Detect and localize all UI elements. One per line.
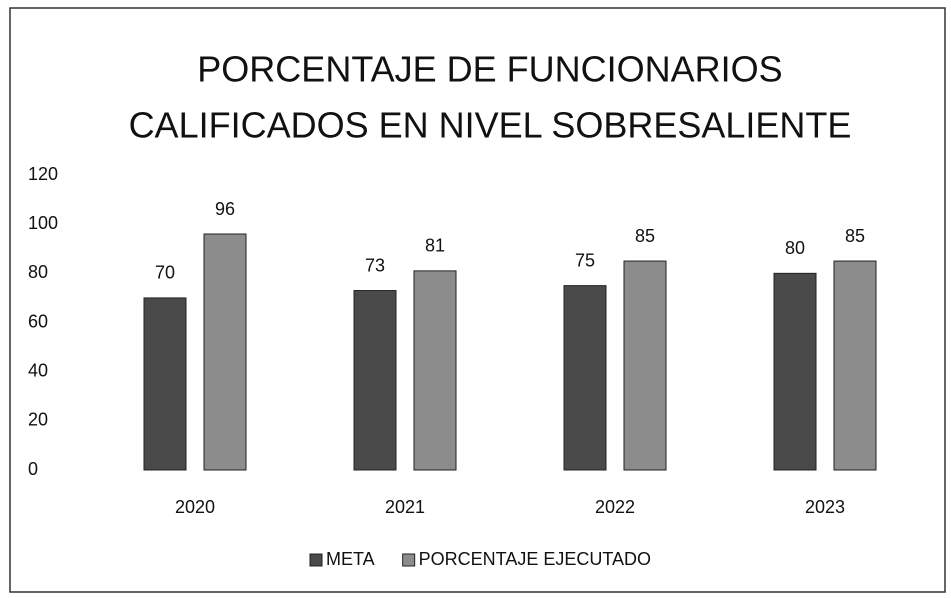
bar [413, 270, 457, 471]
x-tick-label: 2022 [595, 497, 635, 517]
chart-title: PORCENTAJE DE FUNCIONARIOS [197, 49, 782, 90]
value-label: 85 [635, 226, 655, 246]
y-tick-label: 100 [28, 213, 58, 233]
value-label: 73 [365, 255, 385, 275]
x-tick-label: 2021 [385, 497, 425, 517]
bar [833, 260, 877, 471]
y-tick-label: 20 [28, 410, 48, 430]
bar [203, 233, 247, 471]
value-label: 96 [215, 199, 235, 219]
legend-label: META [326, 549, 375, 569]
bar [623, 260, 667, 471]
y-tick-label: 60 [28, 311, 48, 331]
value-label: 70 [155, 263, 175, 283]
legend-swatch [309, 553, 323, 567]
y-tick-label: 40 [28, 360, 48, 380]
x-tick-label: 2023 [805, 497, 845, 517]
bar [563, 285, 607, 471]
y-tick-label: 80 [28, 262, 48, 282]
value-label: 75 [575, 250, 595, 270]
bar [353, 290, 397, 471]
x-tick-label: 2020 [175, 497, 215, 517]
legend-swatch [402, 553, 416, 567]
value-label: 81 [425, 236, 445, 256]
value-label: 85 [845, 226, 865, 246]
chart-title: CALIFICADOS EN NIVEL SOBRESALIENTE [129, 105, 852, 146]
bar [773, 272, 817, 471]
legend-label: PORCENTAJE EJECUTADO [419, 549, 651, 569]
value-label: 80 [785, 238, 805, 258]
y-tick-label: 0 [28, 459, 38, 479]
bar [143, 297, 187, 471]
y-tick-label: 120 [28, 164, 58, 184]
